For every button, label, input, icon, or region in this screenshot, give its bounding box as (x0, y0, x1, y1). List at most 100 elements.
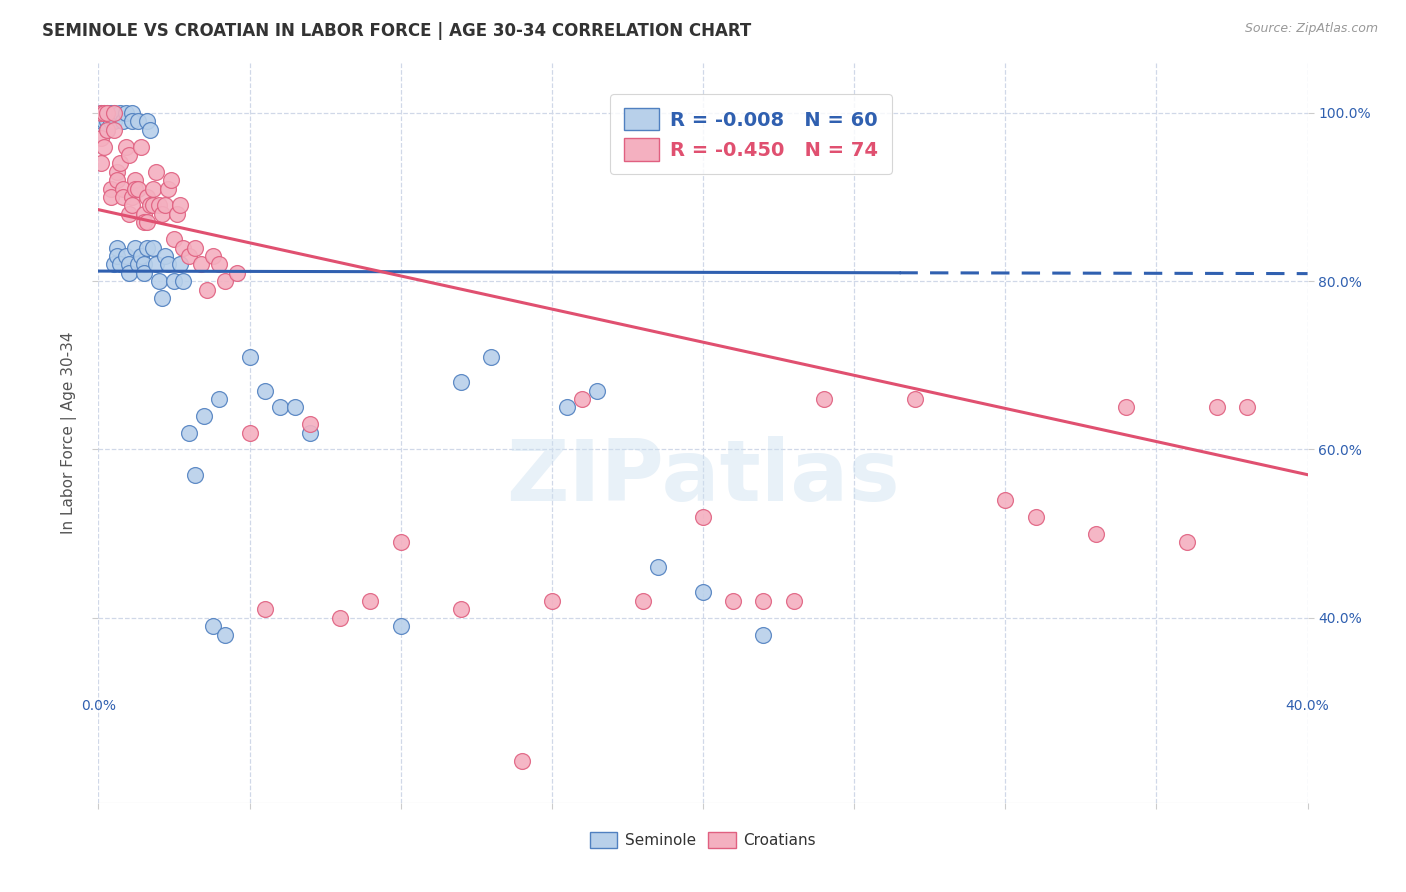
Point (118, 207, 141, 221)
Text: ZIPatlas: ZIPatlas (506, 435, 900, 518)
Point (172, 240, 194, 255)
Point (450, 602, 472, 616)
Point (96, 106, 118, 120)
Point (1206, 401, 1229, 415)
Point (631, 594, 654, 608)
Point (904, 392, 927, 406)
Point (169, 257, 191, 271)
Point (481, 350, 503, 364)
Point (103, 106, 125, 120)
Legend: Seminole, Croatians: Seminole, Croatians (583, 826, 823, 855)
Point (1115, 401, 1137, 415)
Point (111, 181, 134, 195)
Point (752, 594, 775, 608)
Point (994, 492, 1017, 507)
Point (153, 249, 176, 263)
Point (169, 198, 191, 212)
Point (1236, 401, 1258, 415)
Point (692, 509, 714, 524)
Point (96, 122, 118, 136)
Point (299, 425, 322, 440)
Point (142, 198, 165, 212)
Text: 0.0%: 0.0% (82, 699, 115, 713)
Point (269, 401, 291, 415)
Point (647, 560, 669, 574)
Point (124, 240, 146, 255)
Point (90, 131, 112, 145)
Point (100, 106, 122, 120)
Point (1024, 509, 1046, 524)
Point (139, 198, 162, 212)
Point (105, 173, 128, 187)
Point (284, 401, 307, 415)
Point (153, 198, 176, 212)
Point (179, 249, 201, 263)
Point (783, 594, 806, 608)
Point (329, 610, 352, 624)
Y-axis label: In Labor Force | Age 30-34: In Labor Force | Age 30-34 (60, 331, 77, 534)
Point (150, 207, 173, 221)
Point (239, 425, 262, 440)
Point (124, 181, 146, 195)
Point (135, 215, 157, 229)
Text: Source: ZipAtlas.com: Source: ZipAtlas.com (1244, 22, 1378, 36)
Point (160, 173, 183, 187)
Point (132, 257, 155, 271)
Point (1085, 526, 1108, 541)
Point (389, 619, 412, 633)
Point (132, 266, 155, 280)
Point (193, 409, 215, 423)
Point (93, 106, 115, 120)
Point (214, 274, 236, 288)
Point (105, 249, 128, 263)
Point (145, 165, 167, 179)
Text: SEMINOLE VS CROATIAN IN LABOR FORCE | AGE 30-34 CORRELATION CHART: SEMINOLE VS CROATIAN IN LABOR FORCE | AG… (42, 22, 751, 40)
Point (184, 467, 207, 482)
Point (253, 602, 276, 616)
Point (190, 257, 212, 271)
Point (118, 266, 141, 280)
Point (150, 291, 173, 305)
Point (389, 535, 412, 549)
Point (121, 198, 143, 212)
Point (127, 114, 149, 128)
Point (118, 148, 141, 162)
Point (145, 257, 167, 271)
Point (118, 257, 141, 271)
Point (108, 156, 131, 170)
Point (214, 627, 236, 641)
Point (148, 274, 170, 288)
Point (135, 240, 157, 255)
Point (163, 232, 186, 246)
Point (108, 106, 131, 120)
Point (103, 257, 125, 271)
Point (571, 392, 593, 406)
Point (124, 173, 146, 187)
Point (111, 190, 134, 204)
Point (156, 257, 179, 271)
Point (132, 207, 155, 221)
Point (813, 392, 835, 406)
Point (148, 198, 170, 212)
Point (239, 350, 262, 364)
Point (156, 181, 179, 195)
Point (510, 754, 533, 768)
Point (100, 181, 122, 195)
Point (226, 266, 249, 280)
Point (723, 594, 745, 608)
Point (299, 417, 322, 432)
Point (90, 106, 112, 120)
Point (121, 106, 143, 120)
Point (202, 249, 225, 263)
Point (105, 165, 128, 179)
Point (360, 594, 382, 608)
Point (179, 425, 201, 440)
Point (1175, 535, 1198, 549)
Point (90, 106, 112, 120)
Point (450, 375, 472, 389)
Point (253, 384, 276, 398)
Point (127, 257, 149, 271)
Point (129, 249, 152, 263)
Point (114, 106, 136, 120)
Point (90, 114, 112, 128)
